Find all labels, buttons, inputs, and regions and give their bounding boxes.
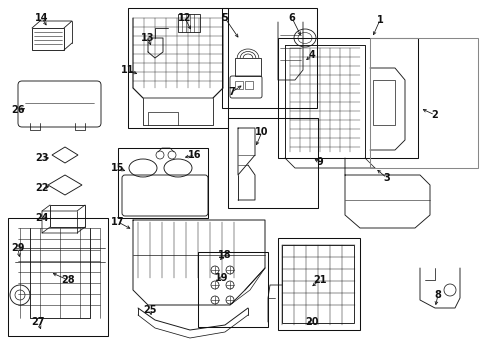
Bar — [50, 205, 85, 227]
Text: 28: 28 — [61, 275, 75, 285]
Text: 7: 7 — [228, 87, 235, 97]
Bar — [369, 38, 477, 168]
Bar — [235, 81, 243, 89]
Bar — [372, 80, 394, 125]
Text: 29: 29 — [11, 243, 25, 253]
Bar — [32, 28, 64, 50]
Bar — [282, 245, 353, 323]
Text: 15: 15 — [111, 163, 124, 173]
Text: 6: 6 — [288, 13, 295, 23]
Text: 20: 20 — [305, 317, 318, 327]
Text: 11: 11 — [121, 65, 135, 75]
Bar — [8, 218, 108, 336]
Text: 21: 21 — [313, 275, 326, 285]
Text: 9: 9 — [316, 157, 323, 167]
Text: 24: 24 — [35, 213, 49, 223]
Text: 4: 4 — [308, 50, 315, 60]
Text: 22: 22 — [35, 183, 49, 193]
Text: 18: 18 — [218, 250, 231, 260]
Text: 10: 10 — [255, 127, 268, 137]
Bar — [278, 38, 417, 158]
Text: 2: 2 — [431, 110, 437, 120]
Text: 17: 17 — [111, 217, 124, 227]
Bar — [178, 14, 200, 32]
Bar — [222, 8, 316, 108]
Text: 27: 27 — [31, 317, 45, 327]
Text: 13: 13 — [141, 33, 154, 43]
Text: 16: 16 — [188, 150, 202, 160]
Text: 19: 19 — [215, 273, 228, 283]
Bar — [278, 238, 359, 330]
Text: 12: 12 — [178, 13, 191, 23]
Bar — [244, 81, 252, 89]
Text: 25: 25 — [143, 305, 157, 315]
Text: 3: 3 — [383, 173, 389, 183]
Text: 23: 23 — [35, 153, 49, 163]
Bar — [235, 58, 261, 76]
Bar — [198, 252, 267, 327]
Text: 1: 1 — [376, 15, 383, 25]
Bar — [227, 118, 317, 208]
Text: 5: 5 — [221, 13, 228, 23]
Text: 8: 8 — [434, 290, 441, 300]
Text: 26: 26 — [11, 105, 25, 115]
Text: 14: 14 — [35, 13, 49, 23]
Bar — [128, 8, 227, 128]
Bar — [118, 148, 207, 218]
